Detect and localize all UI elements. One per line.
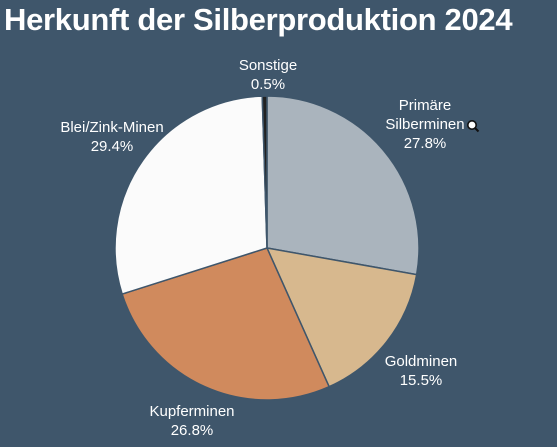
pie-slice-sonstige <box>261 95 268 249</box>
pie-slice-goldminen <box>265 247 418 388</box>
slice-label-prim-re-silberminen: Primäre Silberminen 27.8% <box>385 97 464 152</box>
slice-value-sonstige: 0.5% <box>251 76 285 93</box>
pie-labels: Primäre Silberminen 27.8% Goldminen 15.5% Kup… <box>60 57 464 439</box>
slice-name-goldminen: Goldminen <box>385 353 458 370</box>
chart-title: Herkunft der Silberproduktion 2024 <box>4 2 513 37</box>
slice-value-goldminen: 15.5% <box>400 372 443 389</box>
slice-label-sonstige: Sonstige 0.5% <box>239 57 297 93</box>
slice-name-kupferminen: Kupferminen <box>149 403 234 420</box>
cursor-icon <box>467 120 480 133</box>
slice-name-sonstige: Sonstige <box>239 57 297 74</box>
slice-label-kupferminen: Kupferminen 26.8% <box>149 403 234 439</box>
slice-value-kupferminen: 26.8% <box>171 422 214 439</box>
slice-label-blei-zink-minen: Blei/Zink-Minen 29.4% <box>60 119 163 155</box>
slice-label-goldminen: Goldminen 15.5% <box>385 353 458 389</box>
slice-value-blei-zink-minen: 29.4% <box>91 138 134 155</box>
pie-slice-kupferminen <box>121 247 331 401</box>
slice-name-prim-re-silberminen: Primäre <box>399 97 452 114</box>
slice-value-prim-re-silberminen: 27.8% <box>404 135 447 152</box>
slice-name-blei-zink-minen: Blei/Zink-Minen <box>60 119 163 136</box>
pie-slices <box>114 95 420 401</box>
pie-slice-blei-zink-minen <box>114 95 268 296</box>
slice-name-prim-re-silberminen: Silberminen <box>385 116 464 133</box>
pie-slice-prim-re-silberminen <box>266 95 420 276</box>
